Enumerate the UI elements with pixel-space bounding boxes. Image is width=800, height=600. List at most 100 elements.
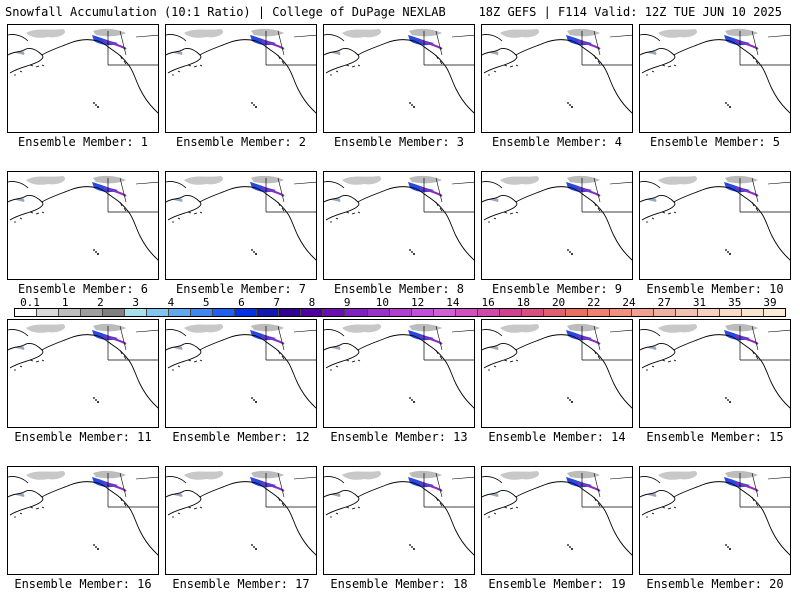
legend-swatch (455, 309, 478, 316)
snowfall-map (640, 28, 790, 114)
legend-swatch (433, 309, 456, 316)
legend-swatch (697, 309, 720, 316)
member-map-panel (165, 319, 317, 428)
legend-tick-label: 6 (238, 296, 245, 309)
snowfall-map (166, 323, 316, 409)
legend-swatch (675, 309, 698, 316)
member-label: Ensemble Member: 13 (330, 430, 468, 444)
legend-tick-label: 10 (375, 296, 389, 309)
legend-tick-label: 8 (308, 296, 316, 309)
snowfall-map (324, 470, 474, 556)
snowfall-color-legend (14, 308, 786, 317)
member-map-panel (481, 319, 633, 428)
snowfall-map (324, 323, 474, 409)
legend-swatch (257, 309, 280, 316)
legend-swatch (653, 309, 676, 316)
legend-swatch (720, 309, 743, 316)
member-label: Ensemble Member: 4 (491, 135, 623, 149)
legend-tick-label: 9 (343, 296, 351, 309)
member-label: Ensemble Member: 2 (175, 135, 307, 149)
legend-tick-label: 16 (481, 296, 495, 309)
member-label: Ensemble Member: 1 (17, 135, 149, 149)
legend-tick-label: 24 (622, 296, 636, 309)
legend-swatch (191, 309, 214, 316)
legend-swatch (742, 309, 765, 316)
snowfall-map (640, 323, 790, 409)
member-map-panel (323, 24, 475, 133)
member-map-panel (7, 466, 159, 575)
legend-swatch (125, 309, 148, 316)
legend-tick-label: 18 (516, 296, 530, 309)
member-label: Ensemble Member: 17 (172, 577, 310, 591)
legend-swatch (411, 309, 434, 316)
legend-tick-label: 1 (61, 296, 69, 309)
member-label: Ensemble Member: 16 (14, 577, 152, 591)
legend-swatch (169, 309, 192, 316)
legend-swatch (565, 309, 588, 316)
member-map-panel (165, 466, 317, 575)
legend-tick-label: 35 (728, 296, 742, 309)
legend-tick-label: 20 (551, 296, 566, 309)
member-map-panel (7, 171, 159, 280)
member-map-panel (481, 466, 633, 575)
legend-swatch (499, 309, 522, 316)
member-label: Ensemble Member: 18 (330, 577, 468, 591)
member-label: Ensemble Member: 15 (646, 430, 784, 444)
member-label: Ensemble Member: 7 (175, 282, 307, 296)
snowfall-map (482, 470, 632, 556)
snowfall-map (166, 28, 316, 114)
snowfall-map (640, 470, 790, 556)
member-label: Ensemble Member: 20 (646, 577, 784, 591)
legend-tick-label: 0.1 (20, 296, 40, 309)
legend-swatch (147, 309, 170, 316)
member-map-panel (165, 171, 317, 280)
snowfall-map (482, 175, 632, 261)
legend-tick-label: 39 (763, 296, 777, 309)
member-map-panel (639, 466, 791, 575)
member-label: Ensemble Member: 8 (333, 282, 465, 296)
legend-tick-label: 5 (202, 296, 210, 309)
snowfall-map (8, 323, 158, 409)
legend-tick-label: 4 (167, 296, 175, 309)
legend-swatch (345, 309, 368, 316)
member-map-panel (639, 319, 791, 428)
legend-swatch (543, 309, 566, 316)
legend-swatch (81, 309, 104, 316)
member-map-panel (323, 466, 475, 575)
legend-tick-label: 12 (410, 296, 425, 309)
member-map-panel (7, 24, 159, 133)
legend-tick-label: 2 (97, 296, 104, 309)
legend-swatch (235, 309, 258, 316)
legend-tick-label: 31 (692, 296, 707, 309)
legend-swatch (521, 309, 544, 316)
legend-swatch (477, 309, 500, 316)
member-map-panel (481, 171, 633, 280)
legend-swatch (59, 309, 82, 316)
member-map-panel (323, 171, 475, 280)
member-map-panel (639, 24, 791, 133)
legend-tick-label: 7 (273, 296, 280, 309)
member-label: Ensemble Member: 5 (649, 135, 781, 149)
snowfall-map (8, 175, 158, 261)
member-label: Ensemble Member: 12 (172, 430, 310, 444)
snowfall-map (166, 470, 316, 556)
legend-tick-label: 3 (132, 296, 140, 309)
member-map-panel (165, 24, 317, 133)
member-map-panel (481, 24, 633, 133)
legend-swatch (367, 309, 390, 316)
legend-swatch (103, 309, 126, 316)
member-label: Ensemble Member: 9 (491, 282, 623, 296)
snowfall-map (8, 470, 158, 556)
member-map-panel (323, 319, 475, 428)
snowfall-map (166, 175, 316, 261)
legend-swatch (389, 309, 412, 316)
snowfall-map (640, 175, 790, 261)
member-label: Ensemble Member: 6 (17, 282, 149, 296)
legend-swatch (37, 309, 60, 316)
member-label: Ensemble Member: 10 (646, 282, 784, 296)
legend-swatch (631, 309, 654, 316)
legend-swatch (213, 309, 236, 316)
snowfall-map (482, 28, 632, 114)
member-label: Ensemble Member: 19 (488, 577, 626, 591)
legend-labels: 0.1 1 2 3 4 5 6 7 8 9 10 12 14 16 18 20 22 24 27 31 35 39 (14, 296, 786, 309)
